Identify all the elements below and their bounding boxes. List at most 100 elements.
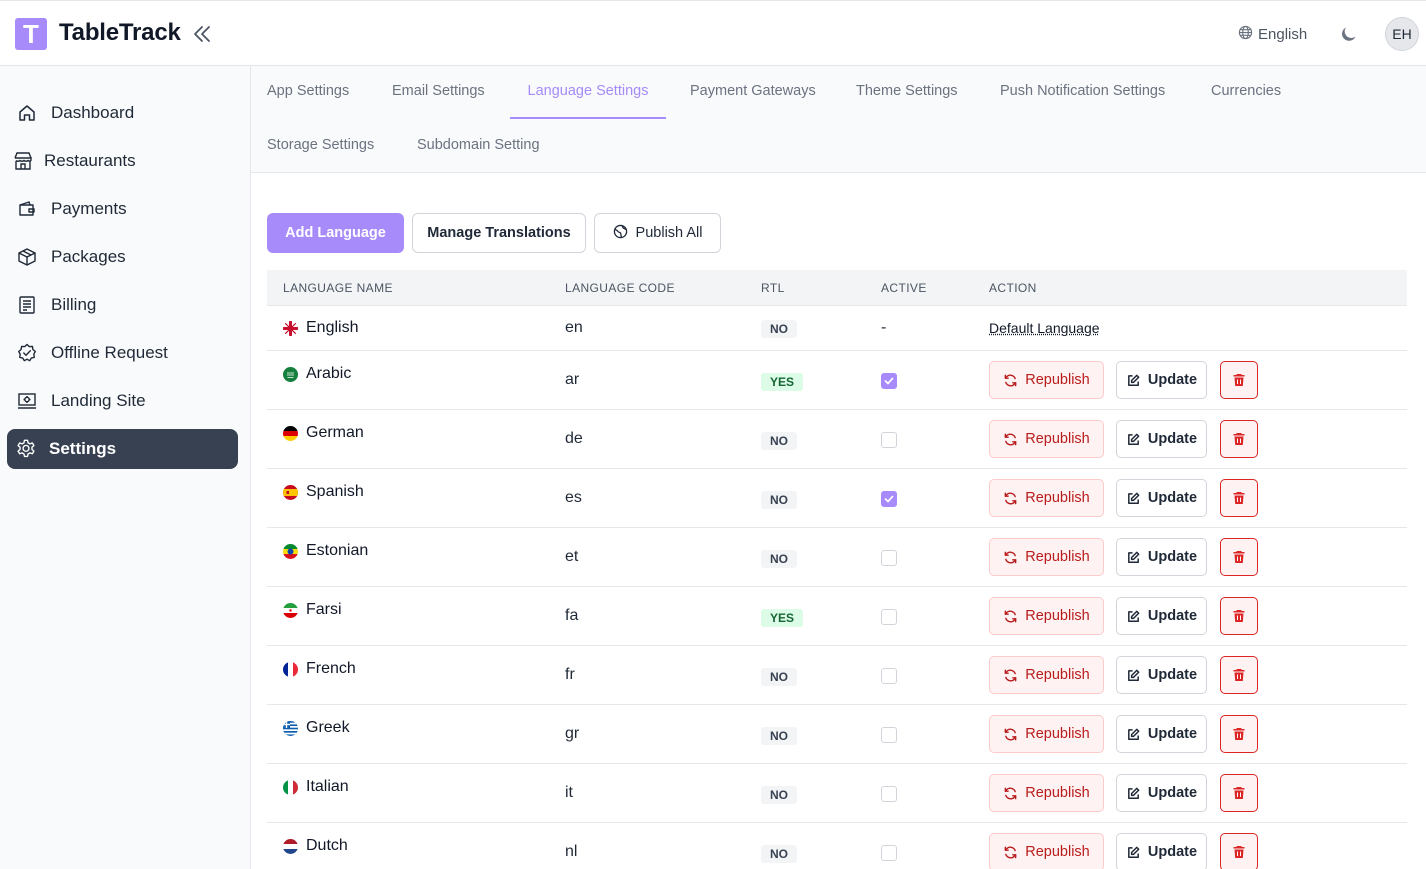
refresh-icon bbox=[1003, 550, 1018, 565]
globe-icon bbox=[1238, 25, 1253, 44]
refresh-icon bbox=[1003, 373, 1018, 388]
trash-icon bbox=[1232, 609, 1246, 623]
delete-button[interactable] bbox=[1220, 715, 1258, 753]
republish-button[interactable]: Republish bbox=[989, 774, 1104, 812]
default-language-label: Default Language bbox=[989, 320, 1100, 336]
update-label: Update bbox=[1148, 372, 1197, 388]
tab-app-settings[interactable]: App Settings bbox=[267, 66, 349, 119]
language-name-cell: English bbox=[283, 319, 358, 337]
language-switcher[interactable]: English bbox=[1238, 25, 1307, 43]
language-code: fr bbox=[565, 666, 575, 684]
column-header-active: ACTIVE bbox=[881, 270, 927, 306]
delete-button[interactable] bbox=[1220, 479, 1258, 517]
dark-mode-toggle-icon[interactable] bbox=[1339, 24, 1359, 44]
sidebar-item-dashboard[interactable]: Dashboard bbox=[7, 93, 238, 133]
sidebar-item-packages[interactable]: Packages bbox=[7, 237, 238, 277]
language-code: fa bbox=[565, 607, 578, 625]
update-label: Update bbox=[1148, 431, 1197, 447]
active-checkbox[interactable] bbox=[881, 373, 897, 389]
republish-label: Republish bbox=[1025, 844, 1090, 860]
delete-button[interactable] bbox=[1220, 833, 1258, 869]
delete-button[interactable] bbox=[1220, 361, 1258, 399]
active-checkbox[interactable] bbox=[881, 845, 897, 861]
user-avatar[interactable]: EH bbox=[1385, 17, 1419, 51]
active-checkbox[interactable] bbox=[881, 727, 897, 743]
publish-all-button[interactable]: Publish All bbox=[594, 213, 721, 253]
add-language-button[interactable]: Add Language bbox=[267, 213, 404, 253]
tab-storage-settings[interactable]: Storage Settings bbox=[267, 120, 374, 173]
republish-button[interactable]: Republish bbox=[989, 538, 1104, 576]
sidebar-item-offline-request[interactable]: Offline Request bbox=[7, 333, 238, 373]
collapse-sidebar-icon[interactable] bbox=[191, 23, 213, 45]
tab-payment-gateways[interactable]: Payment Gateways bbox=[690, 66, 816, 119]
update-button[interactable]: Update bbox=[1116, 833, 1207, 869]
manage-translations-button[interactable]: Manage Translations bbox=[412, 213, 586, 253]
republish-button[interactable]: Republish bbox=[989, 833, 1104, 869]
update-button[interactable]: Update bbox=[1116, 420, 1207, 458]
tab-currencies[interactable]: Currencies bbox=[1211, 66, 1281, 119]
update-button[interactable]: Update bbox=[1116, 361, 1207, 399]
app-name[interactable]: TableTrack bbox=[59, 19, 181, 47]
sidebar-item-label: Dashboard bbox=[51, 103, 134, 123]
sidebar-item-restaurants[interactable]: Restaurants bbox=[7, 141, 238, 181]
rtl-badge: YES bbox=[761, 609, 803, 627]
app-logo[interactable]: T bbox=[15, 18, 47, 50]
republish-button[interactable]: Republish bbox=[989, 597, 1104, 635]
nl-flag-icon bbox=[283, 839, 298, 854]
table-body: English en NO - Default Language Arabic ar YES R… bbox=[267, 306, 1407, 869]
republish-button[interactable]: Republish bbox=[989, 656, 1104, 694]
sidebar-item-landing-site[interactable]: Landing Site bbox=[7, 381, 238, 421]
sidebar-item-settings[interactable]: Settings bbox=[7, 429, 238, 469]
active-value: - bbox=[881, 319, 886, 337]
active-checkbox[interactable] bbox=[881, 609, 897, 625]
tab-email-settings[interactable]: Email Settings bbox=[392, 66, 485, 119]
table-row: French fr NO Republish Update bbox=[267, 646, 1407, 705]
active-checkbox[interactable] bbox=[881, 432, 897, 448]
delete-button[interactable] bbox=[1220, 597, 1258, 635]
update-button[interactable]: Update bbox=[1116, 715, 1207, 753]
language-name: Estonian bbox=[306, 542, 368, 560]
en-flag-icon bbox=[283, 321, 298, 336]
delete-button[interactable] bbox=[1220, 538, 1258, 576]
ar-flag-icon bbox=[283, 367, 298, 382]
sidebar-item-label: Settings bbox=[49, 439, 116, 459]
tab-push-notification-settings[interactable]: Push Notification Settings bbox=[1000, 66, 1165, 119]
active-checkbox[interactable] bbox=[881, 491, 897, 507]
republish-button[interactable]: Republish bbox=[989, 479, 1104, 517]
language-name-cell: Arabic bbox=[283, 365, 351, 383]
delete-button[interactable] bbox=[1220, 420, 1258, 458]
delete-button[interactable] bbox=[1220, 774, 1258, 812]
update-button[interactable]: Update bbox=[1116, 597, 1207, 635]
republish-button[interactable]: Republish bbox=[989, 715, 1104, 753]
update-button[interactable]: Update bbox=[1116, 656, 1207, 694]
column-header-rtl: RTL bbox=[761, 270, 785, 306]
republish-button[interactable]: Republish bbox=[989, 420, 1104, 458]
rtl-badge: YES bbox=[761, 373, 803, 391]
sidebar-item-billing[interactable]: Billing bbox=[7, 285, 238, 325]
delete-button[interactable] bbox=[1220, 656, 1258, 694]
edit-icon bbox=[1126, 491, 1141, 506]
rtl-badge: NO bbox=[761, 727, 797, 745]
active-checkbox[interactable] bbox=[881, 668, 897, 684]
republish-button[interactable]: Republish bbox=[989, 361, 1104, 399]
update-label: Update bbox=[1148, 667, 1197, 683]
republish-label: Republish bbox=[1025, 431, 1090, 447]
box-icon bbox=[16, 246, 38, 268]
top-header: T TableTrack English EH bbox=[0, 0, 1426, 66]
edit-icon bbox=[1126, 550, 1141, 565]
tab-language-settings[interactable]: Language Settings bbox=[510, 66, 666, 119]
active-checkbox[interactable] bbox=[881, 786, 897, 802]
table-row: Arabic ar YES Republish Update bbox=[267, 351, 1407, 410]
language-name-cell: German bbox=[283, 424, 364, 442]
tab-theme-settings[interactable]: Theme Settings bbox=[856, 66, 958, 119]
de-flag-icon bbox=[283, 426, 298, 441]
tab-subdomain-setting[interactable]: Subdomain Setting bbox=[417, 120, 540, 173]
fr-flag-icon bbox=[283, 662, 298, 677]
trash-icon bbox=[1232, 727, 1246, 741]
update-button[interactable]: Update bbox=[1116, 774, 1207, 812]
update-button[interactable]: Update bbox=[1116, 479, 1207, 517]
sidebar-item-payments[interactable]: Payments bbox=[7, 189, 238, 229]
language-code: ar bbox=[565, 371, 579, 389]
update-button[interactable]: Update bbox=[1116, 538, 1207, 576]
active-checkbox[interactable] bbox=[881, 550, 897, 566]
